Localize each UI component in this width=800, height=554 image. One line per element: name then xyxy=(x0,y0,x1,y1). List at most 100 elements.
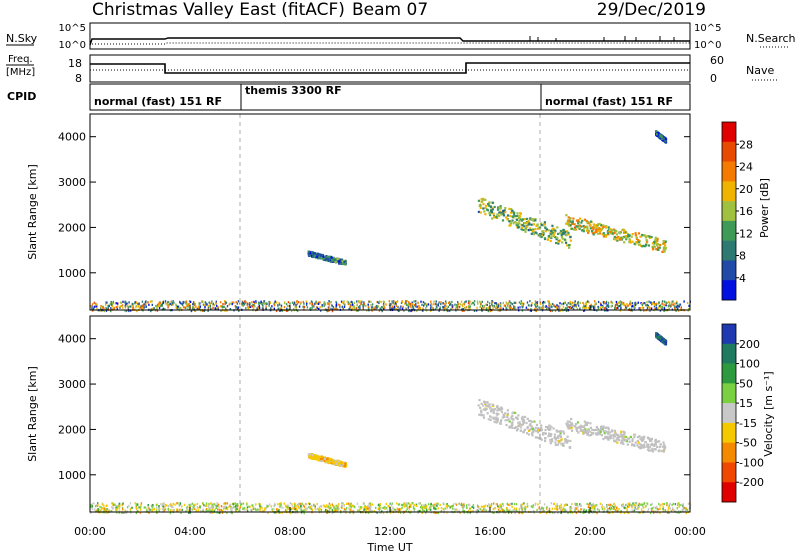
echo-cell xyxy=(547,300,549,303)
echo-cell xyxy=(631,438,634,441)
echo-cell xyxy=(518,301,521,304)
echo-cell xyxy=(532,506,534,509)
echo-cell xyxy=(583,305,586,308)
echo-cell xyxy=(496,409,499,412)
echo-cell xyxy=(129,305,132,308)
echo-cell xyxy=(313,252,316,255)
echo-cell xyxy=(327,510,329,513)
echo-cell xyxy=(517,306,519,309)
echo-cell xyxy=(303,512,305,515)
echo-cell xyxy=(585,306,587,309)
echo-cell xyxy=(509,214,512,217)
echo-cell xyxy=(569,217,572,220)
echo-cell xyxy=(518,511,520,515)
echo-cell xyxy=(185,510,187,513)
echo-cell xyxy=(513,507,516,510)
echo-cell xyxy=(365,507,367,510)
echo-cell xyxy=(94,505,97,508)
echo-cell xyxy=(326,460,329,463)
echo-cell xyxy=(480,302,482,305)
echo-cell xyxy=(569,239,572,242)
echo-cell xyxy=(391,305,393,308)
echo-cell xyxy=(400,508,402,511)
echo-cell xyxy=(561,308,563,311)
echo-cell xyxy=(610,507,613,510)
echo-cell xyxy=(603,432,606,435)
echo-cell xyxy=(620,442,623,445)
colorbar-tick-label: 100 xyxy=(739,358,760,371)
echo-cell xyxy=(569,224,572,227)
echo-cell xyxy=(628,241,631,244)
echo-cell xyxy=(429,307,432,310)
echo-cell xyxy=(513,305,515,308)
echo-cell xyxy=(268,300,270,304)
echo-cell xyxy=(675,306,678,309)
echo-cell xyxy=(638,502,640,505)
echo-cell xyxy=(269,307,272,310)
echo-cell xyxy=(106,508,109,511)
echo-cell xyxy=(210,504,213,507)
echo-cell xyxy=(404,302,406,305)
echo-cell xyxy=(212,306,214,309)
echo-cell xyxy=(515,510,518,513)
echo-cell xyxy=(468,305,470,308)
echo-cell xyxy=(647,508,650,511)
echo-cell xyxy=(382,511,385,515)
echo-cell xyxy=(349,305,351,308)
echo-cell xyxy=(447,305,449,308)
echo-cell xyxy=(360,303,362,306)
echo-cell xyxy=(106,301,108,304)
echo-cell xyxy=(419,506,422,509)
echo-cell xyxy=(205,302,207,305)
echo-cell xyxy=(199,302,201,305)
echo-cell xyxy=(639,437,642,440)
echo-cell xyxy=(329,509,331,512)
echo-cell xyxy=(555,305,557,308)
echo-cell xyxy=(356,509,359,512)
echo-cell xyxy=(523,415,527,418)
echo-cell xyxy=(607,509,609,512)
echo-cell xyxy=(466,506,468,509)
echo-cell xyxy=(348,507,350,510)
echo-cell xyxy=(274,300,276,303)
echo-cell xyxy=(445,300,447,303)
echo-cell xyxy=(575,503,577,506)
echo-cell xyxy=(155,510,158,513)
echo-cell xyxy=(618,238,621,241)
echo-cell xyxy=(516,510,518,513)
echo-cell xyxy=(405,509,407,512)
echo-cell xyxy=(629,241,632,244)
echo-cell xyxy=(449,506,452,509)
echo-cell xyxy=(523,218,527,221)
echo-cell xyxy=(194,503,197,506)
echo-cell xyxy=(161,301,164,304)
echo-cell xyxy=(392,506,394,509)
echo-cell xyxy=(376,306,378,309)
echo-cell xyxy=(248,505,250,508)
echo-cell xyxy=(416,305,418,308)
echo-cell xyxy=(666,301,668,304)
echo-cell xyxy=(345,509,347,512)
echo-cell xyxy=(612,507,614,510)
echo-cell xyxy=(549,232,552,235)
echo-cell xyxy=(587,300,589,303)
echo-cell xyxy=(156,508,158,511)
echo-cell xyxy=(535,423,539,426)
echo-cell xyxy=(633,503,636,506)
echo-cell xyxy=(246,506,249,509)
echo-cell xyxy=(488,201,491,204)
echo-cell xyxy=(477,302,479,305)
echo-cell xyxy=(493,408,496,411)
echo-cell xyxy=(657,508,659,511)
echo-cell xyxy=(378,300,381,303)
echo-cell xyxy=(593,505,595,508)
colorbar-tick-label: -50 xyxy=(739,437,757,450)
echo-cell xyxy=(520,424,523,427)
echo-cell xyxy=(90,504,92,507)
echo-cell xyxy=(246,509,249,512)
echo-region xyxy=(477,197,572,249)
echo-cell xyxy=(661,305,663,308)
echo-cell xyxy=(680,503,683,507)
echo-cell xyxy=(124,301,126,304)
echo-cell xyxy=(148,510,150,513)
